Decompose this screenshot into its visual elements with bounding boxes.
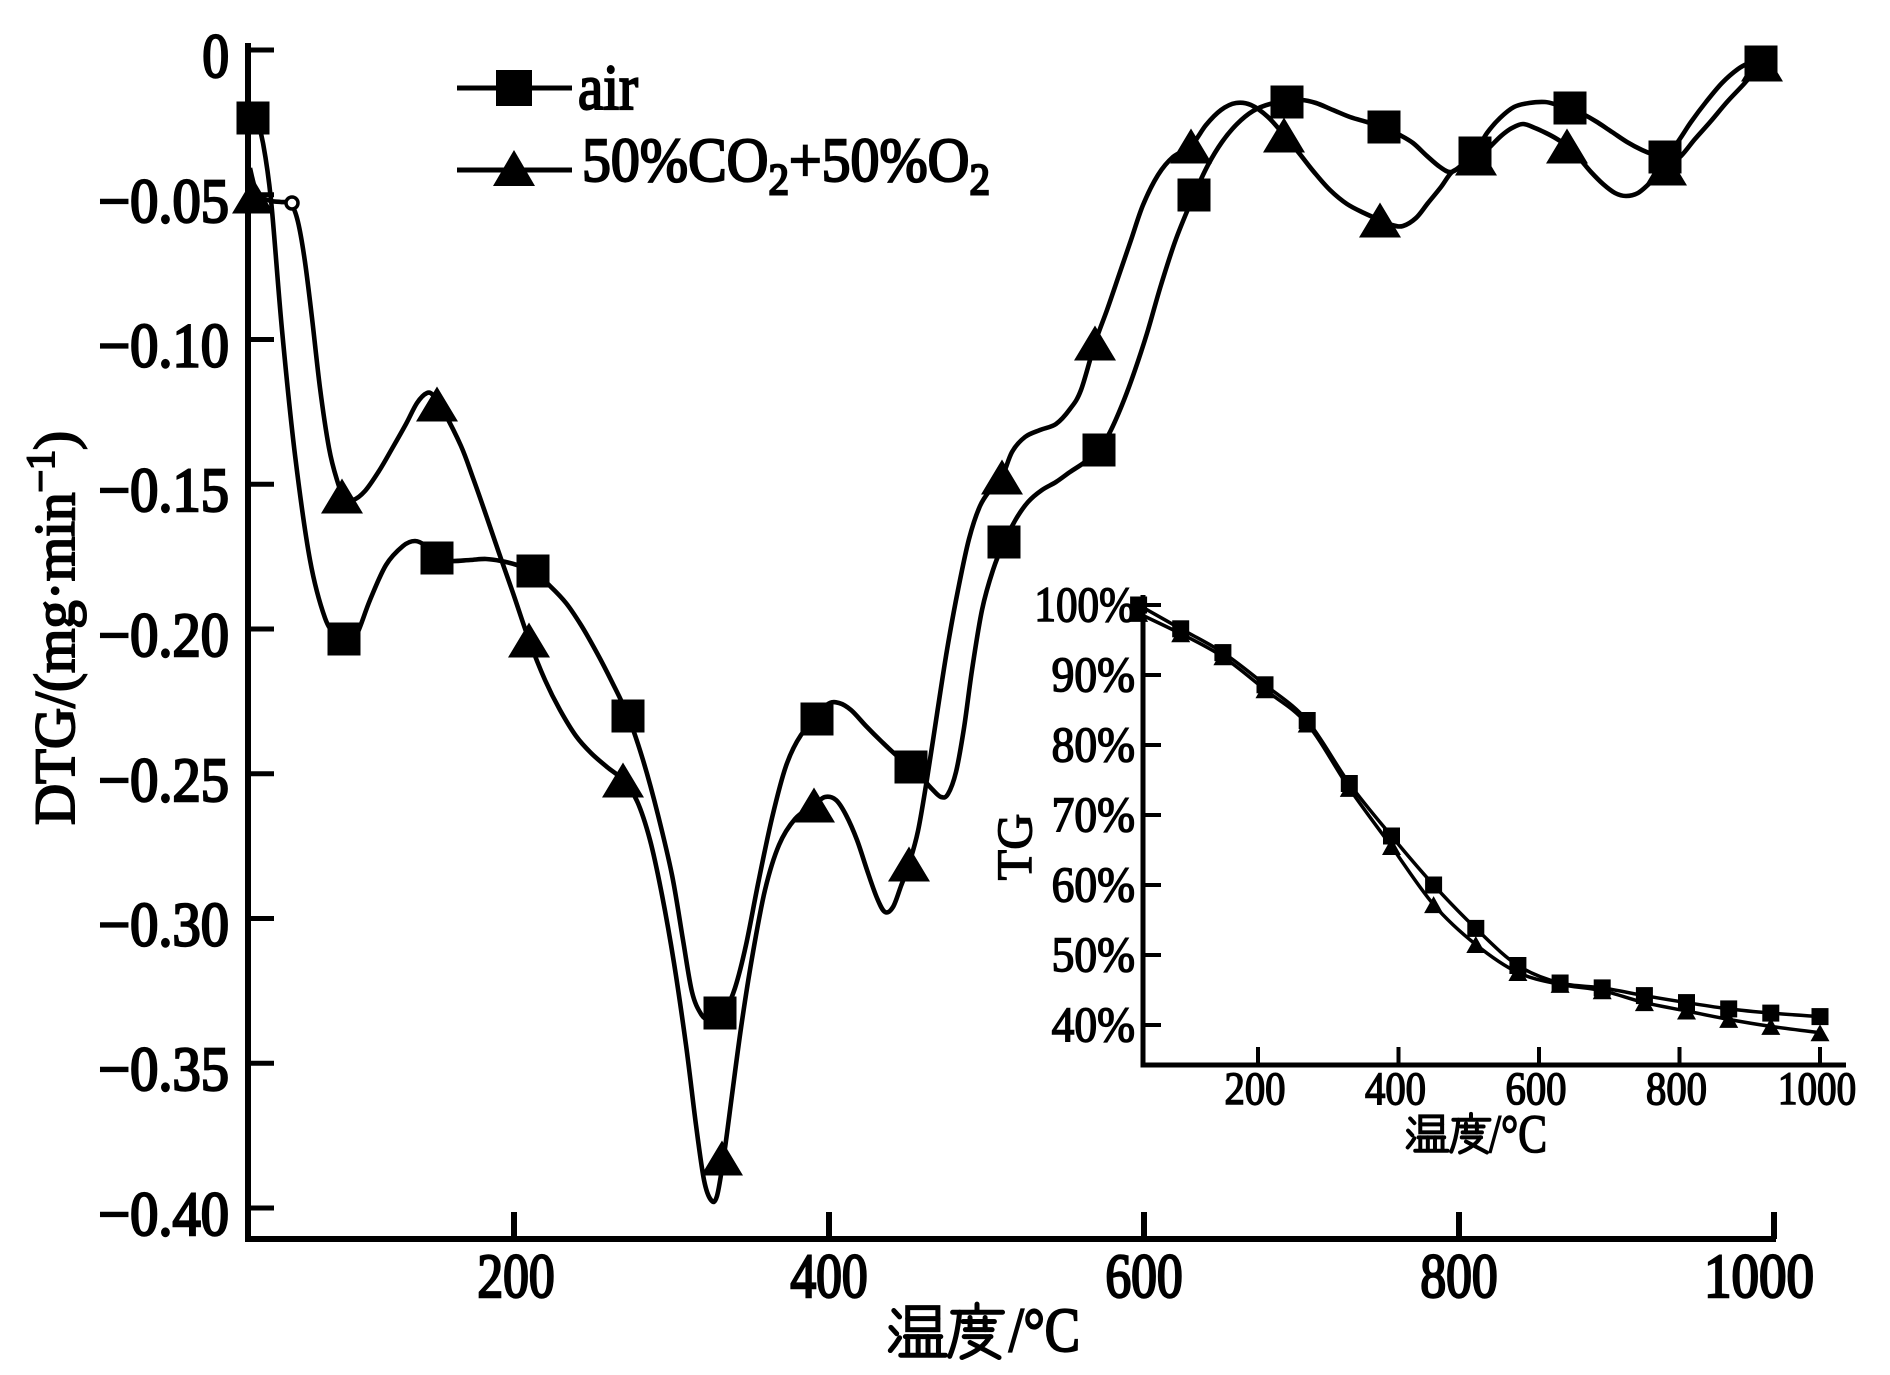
svg-text:TG: TG <box>986 814 1042 881</box>
svg-text:100%: 100% <box>1034 577 1135 633</box>
svg-text:200: 200 <box>1224 1063 1285 1114</box>
svg-text:800: 800 <box>1420 1241 1497 1311</box>
svg-text:50%: 50% <box>1052 927 1135 983</box>
svg-text:DTG/(mg·min−1): DTG/(mg·min−1) <box>18 431 87 825</box>
svg-text:90%: 90% <box>1052 647 1135 703</box>
svg-text:200: 200 <box>477 1241 554 1311</box>
svg-text:400: 400 <box>790 1241 867 1311</box>
svg-text:−0.25: −0.25 <box>98 745 229 815</box>
svg-text:80%: 80% <box>1052 717 1135 773</box>
svg-text:600: 600 <box>1105 1241 1182 1311</box>
svg-text:−0.40: −0.40 <box>98 1179 229 1249</box>
svg-text:1000: 1000 <box>1704 1241 1814 1311</box>
svg-text:400: 400 <box>1365 1063 1426 1114</box>
svg-text:−0.20: −0.20 <box>98 600 229 670</box>
svg-text:−0.30: −0.30 <box>98 890 229 960</box>
svg-text:−0.10: −0.10 <box>98 311 229 381</box>
svg-text:0: 0 <box>202 21 229 91</box>
svg-text:1000: 1000 <box>1778 1063 1856 1114</box>
svg-text:600: 600 <box>1505 1063 1566 1114</box>
svg-text:70%: 70% <box>1052 787 1135 843</box>
svg-text:60%: 60% <box>1052 857 1135 913</box>
svg-text:air: air <box>578 52 638 124</box>
svg-text:/°C: /°C <box>1489 1103 1547 1164</box>
svg-text:−0.35: −0.35 <box>98 1034 229 1104</box>
svg-text:800: 800 <box>1646 1063 1707 1114</box>
svg-text:−0.05: −0.05 <box>98 166 229 236</box>
svg-text:−0.15: −0.15 <box>98 455 229 525</box>
svg-text:40%: 40% <box>1052 997 1135 1053</box>
svg-text:/°C: /°C <box>1009 1297 1080 1365</box>
